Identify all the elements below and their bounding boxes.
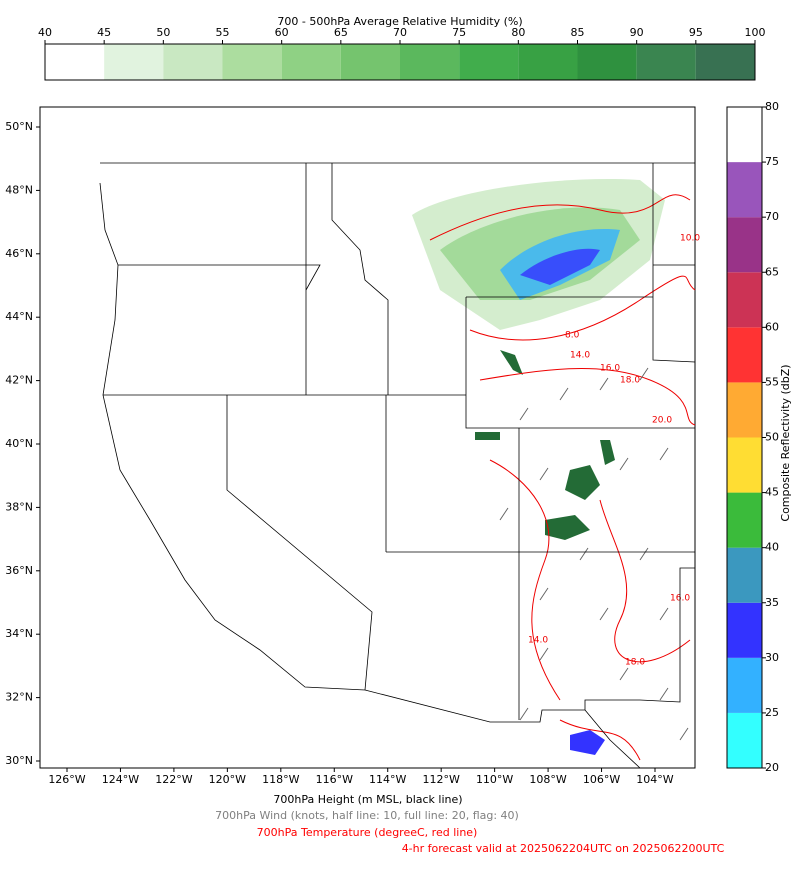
colorbar-tick-label: 80 bbox=[511, 26, 525, 39]
caption: 700hPa Temperature (degreeC, red line) bbox=[257, 826, 478, 839]
contour-label: 14.0 bbox=[528, 636, 548, 646]
lon-tick-label: 112°W bbox=[422, 773, 459, 786]
colorbar-tick-label: 70 bbox=[393, 26, 407, 39]
colorbar-segment bbox=[727, 382, 762, 438]
lat-tick-label: 34°N bbox=[5, 627, 33, 640]
colorbar-tick-label: 75 bbox=[452, 26, 466, 39]
colorbar-segment bbox=[727, 657, 762, 713]
colorbar-segment bbox=[222, 44, 282, 80]
colorbar-segment bbox=[518, 44, 578, 80]
colorbar-tick-label: 50 bbox=[156, 26, 170, 39]
colorbar-tick-label: 40 bbox=[765, 541, 779, 554]
colorbar-segment bbox=[281, 44, 341, 80]
lat-tick-label: 46°N bbox=[5, 247, 33, 260]
temperature-contours bbox=[429, 194, 696, 761]
lon-tick-label: 118°W bbox=[262, 773, 299, 786]
lat-tick-label: 36°N bbox=[5, 564, 33, 577]
lon-tick-label: 116°W bbox=[316, 773, 353, 786]
lon-tick-label: 110°W bbox=[476, 773, 513, 786]
wind-barbs bbox=[499, 367, 689, 741]
colorbar-segment bbox=[577, 44, 637, 80]
colorbar-tick-label: 30 bbox=[765, 651, 779, 664]
lon-tick-label: 122°W bbox=[155, 773, 192, 786]
colorbar-segment bbox=[727, 107, 762, 163]
lon-tick-label: 124°W bbox=[102, 773, 139, 786]
colorbar-tick-label: 70 bbox=[765, 210, 779, 223]
lon-tick-label: 104°W bbox=[636, 773, 673, 786]
colorbar-tick-label: 85 bbox=[571, 26, 585, 39]
lon-tick-label: 120°W bbox=[209, 773, 246, 786]
colorbar-tick-label: 40 bbox=[38, 26, 52, 39]
colorbar-segment bbox=[727, 547, 762, 603]
colorbar-tick-label: 80 bbox=[765, 100, 779, 113]
colorbar-tick-label: 25 bbox=[765, 706, 779, 719]
colorbar-tick-label: 20 bbox=[765, 761, 779, 774]
colorbar-segment bbox=[727, 712, 762, 768]
colorbar-tick-label: 95 bbox=[689, 26, 703, 39]
colorbar-tick-label: 75 bbox=[765, 155, 779, 168]
contour-label: 8.0 bbox=[565, 331, 580, 341]
colorbar-segment bbox=[727, 272, 762, 328]
colorbar-tick-label: 45 bbox=[97, 26, 111, 39]
colorbar-segment bbox=[727, 327, 762, 383]
colorbar-segment bbox=[636, 44, 696, 80]
colorbar-segment bbox=[727, 217, 762, 273]
colorbar-segment bbox=[727, 602, 762, 658]
colorbar-segment bbox=[400, 44, 460, 80]
colorbar-segment bbox=[340, 44, 400, 80]
rh-colorbar-title: 700 - 500hPa Average Relative Humidity (… bbox=[277, 15, 522, 28]
lon-tick-label: 114°W bbox=[369, 773, 406, 786]
contour-label: 18.0 bbox=[620, 376, 640, 386]
boundaries bbox=[99, 162, 696, 769]
lat-tick-label: 50°N bbox=[5, 120, 33, 133]
colorbar-tick-label: 90 bbox=[630, 26, 644, 39]
colorbar-segment bbox=[727, 437, 762, 493]
colorbar-tick-label: 55 bbox=[216, 26, 230, 39]
lat-tick-label: 38°N bbox=[5, 500, 33, 513]
reflectivity-area bbox=[475, 350, 615, 540]
caption: 700hPa Height (m MSL, black line) bbox=[273, 793, 462, 806]
colorbar-segment bbox=[45, 44, 105, 80]
lat-tick-label: 40°N bbox=[5, 437, 33, 450]
colorbar-tick-label: 55 bbox=[765, 375, 779, 388]
colorbar-segment bbox=[104, 44, 164, 80]
colorbar-tick-label: 45 bbox=[765, 486, 779, 499]
lat-tick-label: 42°N bbox=[5, 374, 33, 387]
colorbar-tick-label: 60 bbox=[765, 320, 779, 333]
contour-label: 18.0 bbox=[625, 658, 645, 668]
colorbar-tick-label: 100 bbox=[745, 26, 766, 39]
colorbar-segment bbox=[163, 44, 223, 80]
reflectivity-area bbox=[570, 730, 605, 755]
contour-label: 10.0 bbox=[680, 234, 700, 244]
lat-tick-label: 44°N bbox=[5, 310, 33, 323]
contour-label: 20.0 bbox=[652, 416, 672, 426]
caption: 700hPa Wind (knots, half line: 10, full … bbox=[215, 809, 519, 822]
lat-tick-label: 32°N bbox=[5, 691, 33, 704]
reflectivity-area bbox=[520, 248, 600, 285]
lon-tick-label: 108°W bbox=[529, 773, 566, 786]
colorbar-tick-label: 50 bbox=[765, 431, 779, 444]
colorbar-tick-label: 60 bbox=[275, 26, 289, 39]
colorbar-segment bbox=[695, 44, 755, 80]
map: 14.0 16.0 18.0 20.0 10.0 8.0 16.0 18.0 1… bbox=[39, 106, 700, 769]
lat-tick-label: 48°N bbox=[5, 183, 33, 196]
contour-label: 16.0 bbox=[600, 364, 620, 374]
colorbar-segment bbox=[459, 44, 519, 80]
colorbar-tick-label: 65 bbox=[334, 26, 348, 39]
reflectivity-colorbar-label: Composite Reflectivity (dbZ) bbox=[779, 364, 792, 521]
lon-tick-label: 106°W bbox=[583, 773, 620, 786]
colorbar-segment bbox=[727, 492, 762, 548]
lon-tick-label: 126°W bbox=[48, 773, 85, 786]
contour-label: 14.0 bbox=[570, 351, 590, 361]
colorbar-tick-label: 65 bbox=[765, 265, 779, 278]
caption: 4-hr forecast valid at 2025062204UTC on … bbox=[402, 842, 725, 855]
colorbar-segment bbox=[727, 162, 762, 218]
colorbar-tick-label: 35 bbox=[765, 596, 779, 609]
lat-tick-label: 30°N bbox=[5, 754, 33, 767]
